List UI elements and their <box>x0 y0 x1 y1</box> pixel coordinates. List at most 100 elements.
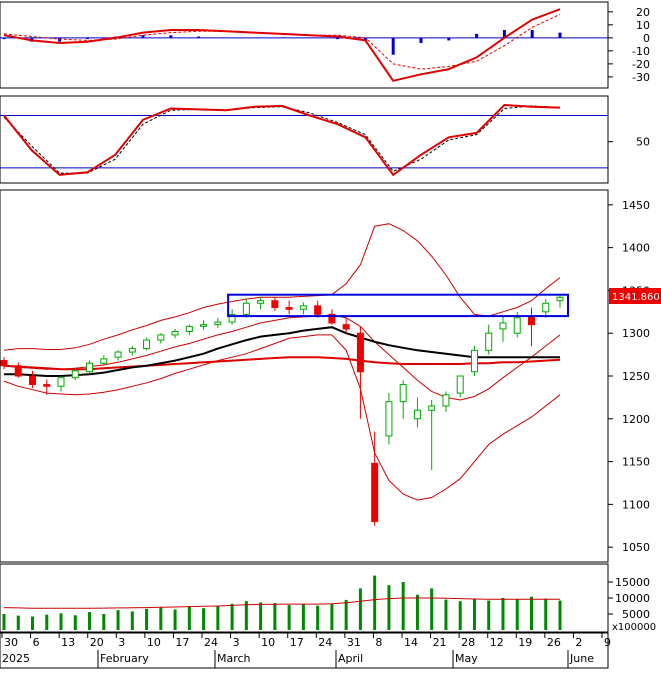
volume-bar <box>102 614 106 630</box>
date-tick-label: 9 <box>604 636 611 649</box>
volume-bar <box>202 608 206 630</box>
volume-bar <box>59 613 63 630</box>
stochastic-panel: 50 <box>0 95 650 184</box>
volume-bar <box>330 603 334 630</box>
month-label: February <box>100 652 149 665</box>
candle-body <box>385 401 393 437</box>
volume-bar <box>159 607 163 630</box>
price-tick-label: 1100 <box>622 498 650 511</box>
volume-bar <box>31 616 35 630</box>
last-price-text: 1341.860 <box>612 292 660 303</box>
volume-bar <box>45 614 49 630</box>
volume-bar <box>88 612 92 630</box>
candle-body <box>57 377 65 387</box>
date-tick-label: 2 <box>575 636 582 649</box>
bollinger-middle-line <box>3 314 561 401</box>
candle-body <box>114 351 122 358</box>
candle-body <box>485 332 493 351</box>
candle-body <box>328 313 336 324</box>
volume-bar <box>16 615 20 630</box>
volume-bar <box>358 588 362 630</box>
candle-body <box>43 384 51 387</box>
candle-body <box>128 348 136 353</box>
date-tick-label: 26 <box>547 636 561 649</box>
volume-bar <box>273 603 277 630</box>
candle-body <box>185 325 193 332</box>
last-price-label: 1341.860 <box>609 288 661 304</box>
x-axis: 30 6 13 20 3 10 17 24 3 10 17 24 31 8 14 21 28 12 19 26 2 9 20… <box>0 632 611 669</box>
candle-body <box>542 302 550 313</box>
volume-bar <box>487 600 491 630</box>
bollinger-lower-line <box>3 334 561 501</box>
candle-body <box>285 307 293 310</box>
date-tick-label: 17 <box>290 636 304 649</box>
candle-body <box>299 305 307 310</box>
date-tick-label: 20 <box>90 636 104 649</box>
moving-average-black-line <box>4 326 560 377</box>
price-tick-label: 1250 <box>622 370 650 383</box>
candle-body <box>342 324 350 330</box>
volume-bar <box>458 601 462 630</box>
candle-body <box>143 339 151 350</box>
candle-body <box>413 409 421 420</box>
candle-body <box>86 362 94 373</box>
resistance-box <box>227 293 569 318</box>
macd-tick-label: 0 <box>643 32 650 45</box>
candle-body <box>214 321 222 326</box>
price-tick-label: 1050 <box>622 541 650 554</box>
candle-body <box>470 349 478 373</box>
volume-tick-label: 10000 <box>615 592 650 605</box>
volume-bar <box>529 596 533 630</box>
volume-bar <box>373 575 377 630</box>
candle-body <box>200 324 208 327</box>
date-tick-label: 8 <box>375 636 382 649</box>
date-tick-label: 13 <box>61 636 75 649</box>
candle-body <box>71 370 79 379</box>
date-tick-label: 19 <box>518 636 532 649</box>
volume-bar <box>187 606 191 630</box>
candle-body <box>356 332 364 373</box>
month-label: April <box>338 652 363 665</box>
macd-tick-label: -30 <box>632 71 650 84</box>
volume-bar <box>344 599 348 630</box>
candle-body <box>527 315 535 326</box>
volume-bar <box>230 603 234 630</box>
date-tick-label: 6 <box>33 636 40 649</box>
macd-tick-label: 20 <box>636 6 650 19</box>
date-tick-label: 10 <box>147 636 161 649</box>
volume-bar <box>216 605 220 630</box>
date-tick-label: 17 <box>175 636 189 649</box>
price-tick-label: 1400 <box>622 242 650 255</box>
price-panel: 145014001350130012501200115011001050 134… <box>0 189 661 563</box>
macd-tick-label: -10 <box>632 45 650 58</box>
volume-bar <box>244 601 248 630</box>
candle-body <box>456 375 464 394</box>
volume-bar <box>444 599 448 630</box>
candle-body <box>257 300 265 304</box>
candle-body <box>428 405 436 411</box>
candle-body <box>242 302 250 315</box>
candle-body <box>499 322 507 330</box>
volume-bar <box>73 615 77 630</box>
price-tick-label: 1300 <box>622 327 650 340</box>
candle-body <box>314 305 322 315</box>
stoch-d-line <box>3 105 561 174</box>
volume-bar <box>558 600 562 630</box>
candle-body <box>513 317 521 334</box>
volume-panel: 15000 10000 5000 x100000 <box>0 563 656 633</box>
volume-bar <box>415 594 419 630</box>
price-tick-label: 1200 <box>622 413 650 426</box>
macd-tick-label: -20 <box>632 58 650 71</box>
volume-bar <box>301 604 305 630</box>
date-tick-label: 24 <box>204 636 218 649</box>
candle-body <box>399 384 407 403</box>
candle-body <box>0 360 8 367</box>
volume-unit-label: x100000 <box>612 622 656 633</box>
date-tick-label: 30 <box>4 636 18 649</box>
volume-tick-label: 5000 <box>622 608 650 621</box>
candle-body <box>228 313 236 323</box>
volume-bar <box>173 609 177 630</box>
